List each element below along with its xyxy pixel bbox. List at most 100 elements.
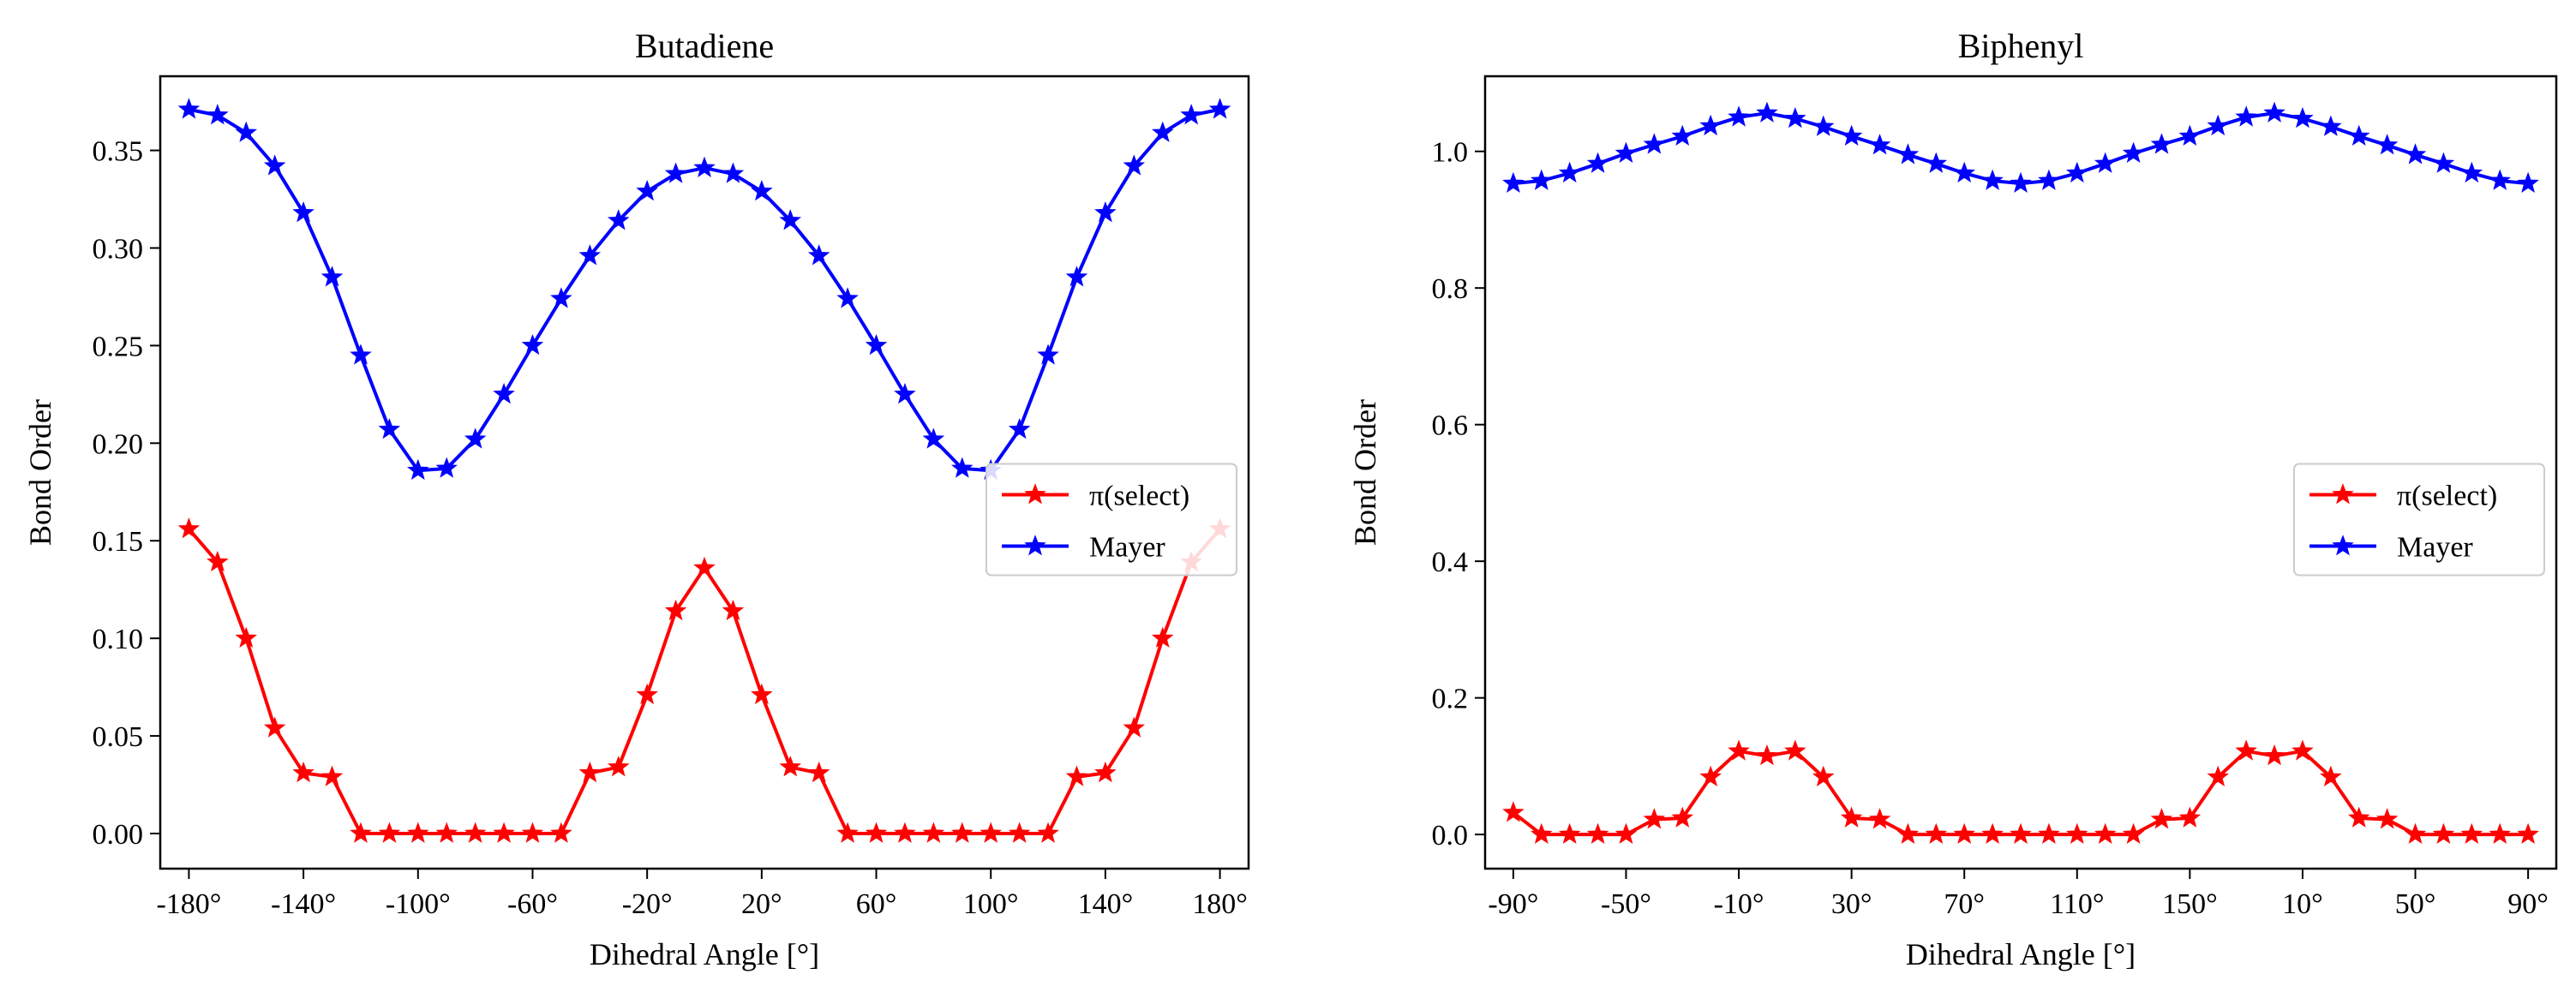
y-axis-label: Bond Order <box>1348 399 1382 546</box>
data-point <box>1868 134 1891 155</box>
data-point <box>951 822 973 843</box>
data-point <box>1123 154 1146 176</box>
y-tick-label: 0.8 <box>1432 273 1469 305</box>
data-point <box>1531 822 1553 844</box>
data-point <box>1151 121 1174 142</box>
data-point <box>979 822 1002 843</box>
data-point <box>722 162 745 183</box>
data-point <box>1981 822 2004 844</box>
x-tick-label: 20° <box>741 888 782 920</box>
data-point <box>722 599 745 621</box>
y-tick-label: 0.4 <box>1432 547 1469 578</box>
axes-frame <box>1483 75 2558 870</box>
data-point <box>607 756 630 777</box>
data-point <box>550 822 572 843</box>
data-point <box>951 457 973 478</box>
data-point <box>464 822 487 843</box>
data-point <box>2235 739 2257 761</box>
data-point <box>2150 808 2173 829</box>
x-tick-label: 140° <box>1078 888 1134 920</box>
data-point <box>578 244 602 266</box>
data-point <box>1586 152 1609 173</box>
x-tick-label: -20° <box>622 888 673 920</box>
data-point <box>865 822 888 843</box>
legend-label-mayer: Mayer <box>2397 532 2473 564</box>
data-point <box>636 683 658 705</box>
data-point <box>1896 822 1920 844</box>
data-point <box>550 287 572 308</box>
data-point <box>2291 739 2314 761</box>
data-point <box>177 517 201 539</box>
data-point <box>1614 141 1638 163</box>
data-point <box>1671 806 1694 828</box>
x-tick-label: 90° <box>2507 888 2549 920</box>
data-point <box>1586 822 1609 844</box>
data-point <box>1065 266 1088 287</box>
x-axis-label: Dihedral Angle [°] <box>590 937 819 971</box>
x-tick-label: 110° <box>2050 888 2104 920</box>
data-point <box>2122 822 2145 844</box>
x-tick-label: -140° <box>271 888 336 920</box>
y-tick-label: 0.10 <box>93 624 144 655</box>
data-point <box>1812 115 1835 136</box>
data-point <box>779 209 802 230</box>
data-point <box>521 822 544 843</box>
data-point <box>1502 801 1525 822</box>
data-point <box>1728 739 1750 761</box>
data-point <box>464 427 487 449</box>
data-point <box>292 761 315 783</box>
data-point <box>2404 143 2427 164</box>
legend-marker-pi-select <box>1024 483 1046 505</box>
y-tick-label: 0.05 <box>93 721 144 753</box>
data-point <box>2038 822 2060 844</box>
data-point <box>894 822 916 843</box>
data-point <box>2517 822 2539 844</box>
data-point <box>1208 98 1231 119</box>
x-axis-label: Dihedral Angle [°] <box>1906 937 2136 971</box>
data-point <box>435 457 458 478</box>
series-mayer <box>177 98 1231 481</box>
data-point <box>2038 169 2060 190</box>
data-point <box>2010 822 2032 844</box>
data-point <box>435 822 458 843</box>
data-point <box>207 104 229 125</box>
x-tick-label: 100° <box>963 888 1019 920</box>
data-point <box>207 550 229 572</box>
data-point <box>235 626 258 648</box>
data-point <box>1094 201 1117 223</box>
data-point <box>578 761 602 783</box>
data-point <box>2320 115 2342 136</box>
data-point <box>1531 169 1553 190</box>
axes-frame <box>159 75 1250 870</box>
data-point <box>407 458 429 481</box>
y-tick-label: 0.35 <box>93 136 144 168</box>
data-point <box>235 121 258 142</box>
data-point <box>2404 822 2427 844</box>
chart-biphenyl: Biphenyl -90° -50° -10° 30° 70° 110° 150° 10° 50°… <box>1348 27 2558 971</box>
data-point <box>350 822 372 843</box>
data-point <box>2150 133 2173 154</box>
legend-label-pi-select: π(select) <box>2397 481 2497 512</box>
data-point <box>836 287 859 308</box>
data-point <box>1812 765 1835 787</box>
y-axis-label: Bond Order <box>23 399 57 546</box>
data-point <box>2235 105 2257 127</box>
data-point <box>493 822 515 843</box>
data-point <box>2010 171 2032 194</box>
data-point <box>2178 124 2202 146</box>
data-point <box>1784 107 1806 128</box>
y-tick-label: 1.0 <box>1432 137 1469 169</box>
x-tick-label: 70° <box>1944 888 1985 920</box>
data-point <box>2122 141 2145 163</box>
x-tick-label: -50° <box>1601 888 1651 920</box>
series-line-pi-select <box>1512 749 2529 837</box>
data-point <box>2066 161 2088 183</box>
data-point <box>2178 806 2202 828</box>
data-point <box>1784 739 1806 761</box>
y-tick-label: 0.6 <box>1432 410 1469 442</box>
data-point <box>1925 822 1948 844</box>
data-point <box>2291 107 2314 128</box>
data-point <box>1953 161 1975 183</box>
data-point <box>1643 133 1666 154</box>
series-pi-select <box>177 517 1231 843</box>
